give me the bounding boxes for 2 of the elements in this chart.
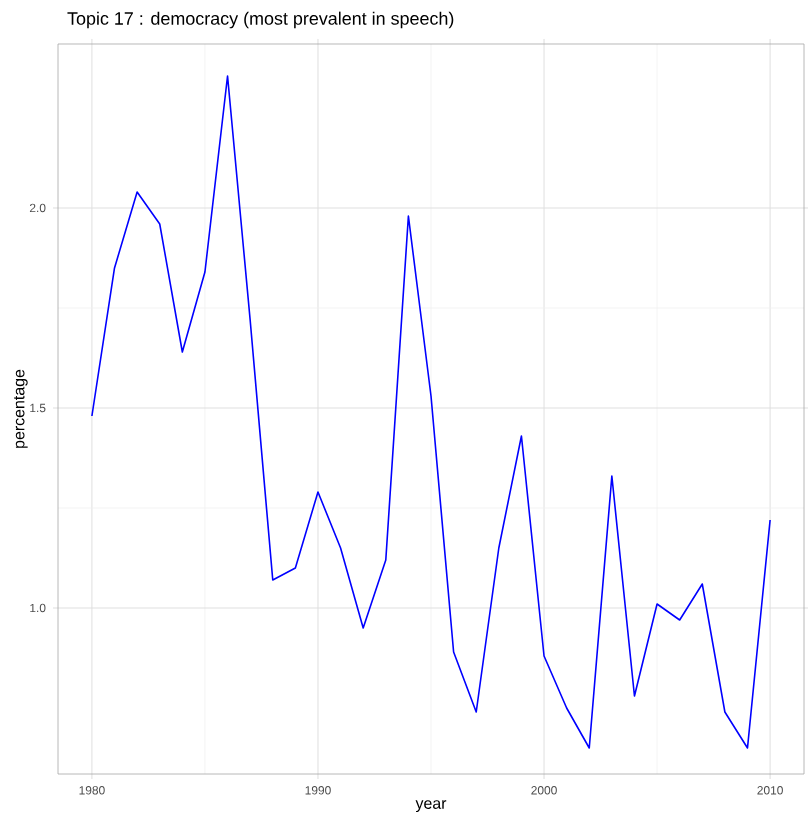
chart-title: Topic 17 : democracy (most prevalent in speech)	[67, 11, 454, 29]
line-series	[91, 75, 771, 749]
